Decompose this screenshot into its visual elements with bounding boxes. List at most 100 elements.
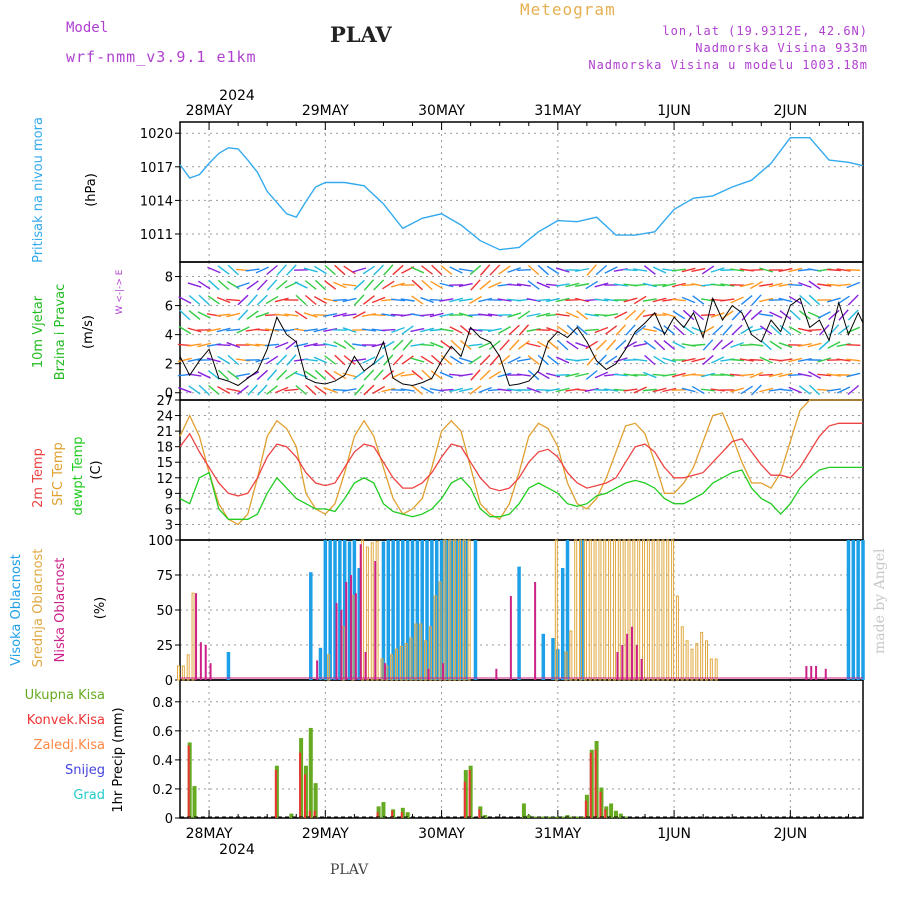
wind-arrow bbox=[246, 280, 259, 290]
cloud-bar-mid bbox=[394, 648, 398, 681]
cloud-bar-low bbox=[640, 659, 643, 680]
temp-tick-label: 15 bbox=[156, 456, 173, 471]
wind-arrow bbox=[565, 282, 580, 288]
station-title: PLAV bbox=[330, 22, 392, 47]
date-label-bottom: 31MAY bbox=[534, 826, 581, 842]
wind-arrow bbox=[537, 354, 549, 366]
wind-arrow bbox=[362, 356, 376, 364]
precip-bar-total bbox=[308, 727, 313, 818]
wind-arrow bbox=[594, 282, 609, 288]
wind-arrow bbox=[555, 267, 570, 273]
wind-arrow bbox=[373, 264, 385, 276]
wind-arrow bbox=[400, 298, 415, 302]
wind-arrow bbox=[691, 373, 706, 377]
wind-arrow bbox=[381, 313, 396, 317]
precip-axis-label: 1hr Precip (mm) bbox=[111, 707, 126, 812]
precip-tick-label: 0.8 bbox=[152, 696, 173, 711]
wind-arrow bbox=[740, 325, 754, 335]
wind-arrow bbox=[778, 388, 793, 392]
wind-arrow bbox=[759, 313, 774, 317]
wind-arrow bbox=[730, 268, 745, 272]
wind-arrow bbox=[739, 373, 754, 377]
wind-arrow bbox=[450, 339, 462, 351]
wind-arrow bbox=[594, 389, 609, 391]
cloud-tick-label: 75 bbox=[156, 569, 173, 584]
wind-arrow bbox=[623, 297, 638, 303]
wind-arrow bbox=[595, 264, 608, 276]
wind-arrow bbox=[469, 264, 482, 276]
wind-arrow bbox=[429, 341, 444, 349]
wind-arrow bbox=[671, 268, 686, 272]
temp-axis-label-1: 2m Temp bbox=[31, 448, 46, 508]
wind-arrow bbox=[488, 370, 502, 380]
wind-arrow bbox=[342, 388, 357, 392]
wind-arrow bbox=[846, 326, 861, 334]
wind-arrow bbox=[739, 358, 754, 362]
wind-arrow bbox=[498, 354, 511, 366]
wind-arrow bbox=[459, 339, 472, 351]
wind-arrow bbox=[545, 388, 560, 392]
wind-arrow bbox=[778, 358, 793, 362]
wind-arrow bbox=[458, 282, 473, 288]
wind-arrow bbox=[275, 279, 288, 291]
precip-bar-total bbox=[381, 802, 386, 818]
wind-arrow bbox=[342, 283, 357, 287]
wind-arrow bbox=[604, 388, 619, 392]
wind-arrow bbox=[798, 310, 811, 320]
wind-arrow bbox=[721, 340, 734, 350]
wind-arrow bbox=[294, 342, 309, 348]
wind-arrow bbox=[303, 312, 318, 318]
cloud-bar-low bbox=[824, 668, 827, 680]
wind-arrow bbox=[586, 264, 597, 276]
wind-arrow bbox=[458, 298, 473, 302]
wind-arrow bbox=[178, 325, 192, 335]
wind-arrow bbox=[276, 354, 288, 366]
wind-arrow bbox=[469, 295, 482, 305]
wind-arrow bbox=[197, 371, 211, 379]
wind-arrow bbox=[343, 355, 356, 365]
precip-bar-total bbox=[313, 783, 318, 818]
temp-unit-label: (C) bbox=[89, 460, 104, 479]
wind-arrow bbox=[710, 283, 725, 287]
wind-arrow bbox=[411, 279, 424, 291]
wind-arrow bbox=[507, 356, 521, 364]
wind-arrow bbox=[604, 355, 618, 365]
wind-arrow bbox=[401, 355, 414, 365]
wind-arrow bbox=[314, 369, 327, 381]
cloud-bar-mid bbox=[666, 539, 670, 681]
wind-arrow bbox=[323, 342, 338, 348]
wind-arrow bbox=[431, 264, 443, 276]
wind-arrow bbox=[411, 370, 424, 380]
wind-arrow bbox=[585, 370, 598, 380]
wind-arrow bbox=[265, 343, 280, 347]
wind-arrow bbox=[759, 356, 773, 364]
cloud-bar-mid bbox=[642, 539, 646, 681]
legend-ukupna-kisa: Ukupna Kisa bbox=[25, 688, 105, 703]
wind-arrow bbox=[227, 264, 239, 276]
date-label-top: 30MAY bbox=[418, 103, 465, 119]
wind-arrow bbox=[392, 264, 404, 276]
wind-arrow bbox=[585, 280, 599, 290]
cloud-bar-mid bbox=[671, 539, 675, 681]
cloud-bar-mid bbox=[181, 665, 185, 681]
meteogram-title: Meteogram bbox=[520, 0, 616, 19]
wind-arrow bbox=[343, 339, 356, 351]
wind-arrow bbox=[478, 329, 493, 331]
cloud-bar-high bbox=[565, 540, 570, 680]
cloud-bar-mid bbox=[622, 539, 626, 681]
cloud-bar-low bbox=[626, 633, 629, 680]
wind-arrow bbox=[681, 357, 696, 363]
cloud-bar-high bbox=[386, 540, 391, 680]
wind-arrow bbox=[478, 386, 492, 394]
cloud-bar-mid bbox=[414, 623, 418, 681]
wind-arrow bbox=[643, 371, 657, 379]
wind-arrow bbox=[536, 298, 551, 302]
precip-bar-total bbox=[541, 816, 546, 818]
cloud-bar-mid bbox=[651, 539, 655, 681]
wind-arrow bbox=[439, 328, 454, 332]
date-label-bottom: 28MAY bbox=[186, 826, 233, 842]
wind-arrow bbox=[701, 265, 715, 275]
wind-arrow bbox=[662, 357, 677, 363]
wind-arrow bbox=[769, 311, 783, 319]
wind-arrow bbox=[430, 280, 444, 290]
